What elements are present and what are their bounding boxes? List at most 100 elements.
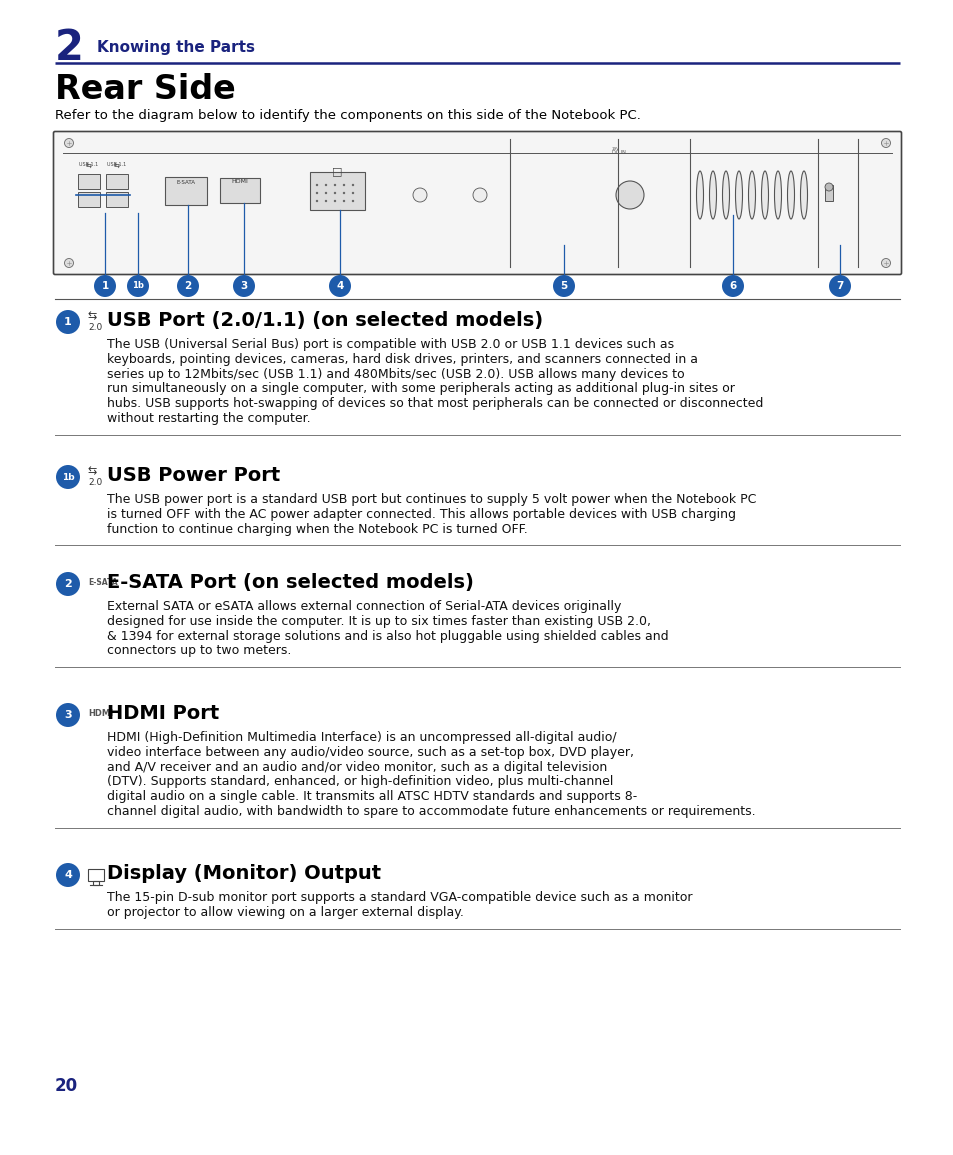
Text: hubs. USB supports hot-swapping of devices so that most peripherals can be conne: hubs. USB supports hot-swapping of devic… [107, 397, 762, 410]
Text: 1: 1 [64, 316, 71, 327]
Text: Display (Monitor) Output: Display (Monitor) Output [107, 864, 381, 884]
Circle shape [177, 275, 199, 297]
Text: The 15-pin D-sub monitor port supports a standard VGA-compatible device such as : The 15-pin D-sub monitor port supports a… [107, 891, 692, 904]
Text: E-SATA: E-SATA [176, 180, 195, 185]
Text: HDMI Port: HDMI Port [107, 705, 219, 723]
Bar [88, 869, 104, 881]
Text: □: □ [332, 166, 342, 176]
Text: ⇆: ⇆ [114, 164, 120, 170]
Circle shape [334, 192, 335, 194]
Circle shape [828, 275, 850, 297]
Text: USB Power Port: USB Power Port [107, 465, 280, 485]
Circle shape [473, 188, 486, 202]
Text: HDMI (High-Definition Multimedia Interface) is an uncompressed all-digital audio: HDMI (High-Definition Multimedia Interfa… [107, 731, 616, 744]
Text: E-SATA: E-SATA [88, 578, 117, 587]
Text: designed for use inside the computer. It is up to six times faster than existing: designed for use inside the computer. It… [107, 614, 650, 628]
Bar [106, 174, 128, 189]
Text: connectors up to two meters.: connectors up to two meters. [107, 644, 291, 657]
Text: 2.0: 2.0 [88, 478, 102, 487]
Circle shape [721, 275, 743, 297]
Circle shape [881, 139, 889, 148]
Circle shape [616, 181, 643, 209]
Ellipse shape [748, 171, 755, 219]
Bar [78, 192, 100, 207]
Text: 7: 7 [836, 281, 842, 291]
Text: without restarting the computer.: without restarting the computer. [107, 412, 311, 425]
Text: 4: 4 [336, 281, 343, 291]
Circle shape [352, 200, 354, 202]
Text: 6: 6 [729, 281, 736, 291]
Circle shape [56, 465, 80, 489]
Circle shape [413, 188, 427, 202]
Text: 1b: 1b [132, 282, 144, 291]
Text: or projector to allow viewing on a larger external display.: or projector to allow viewing on a large… [107, 906, 463, 918]
Circle shape [342, 184, 345, 186]
Text: External SATA or eSATA allows external connection of Serial-ATA devices original: External SATA or eSATA allows external c… [107, 599, 620, 613]
Circle shape [329, 275, 351, 297]
Text: 3: 3 [240, 281, 248, 291]
Bar [824, 185, 832, 201]
Text: function to continue charging when the Notebook PC is turned OFF.: function to continue charging when the N… [107, 522, 527, 536]
Ellipse shape [709, 171, 716, 219]
Circle shape [553, 275, 575, 297]
Text: channel digital audio, with bandwidth to spare to accommodate future enhancement: channel digital audio, with bandwidth to… [107, 805, 755, 818]
Text: and A/V receiver and an audio and/or video monitor, such as a digital television: and A/V receiver and an audio and/or vid… [107, 761, 607, 774]
Text: 2.0: 2.0 [88, 323, 102, 331]
Bar [92, 881, 99, 885]
Ellipse shape [774, 171, 781, 219]
FancyBboxPatch shape [53, 132, 901, 275]
Circle shape [56, 863, 80, 887]
Text: digital audio on a single cable. It transmits all ATSC HDTV standards and suppor: digital audio on a single cable. It tran… [107, 790, 637, 803]
Circle shape [56, 703, 80, 726]
Text: Rear Side: Rear Side [55, 73, 235, 106]
Text: HDMI: HDMI [88, 709, 113, 718]
Circle shape [324, 200, 327, 202]
Text: is turned OFF with the AC power adapter connected. This allows portable devices : is turned OFF with the AC power adapter … [107, 508, 735, 521]
Text: The USB power port is a standard USB port but continues to supply 5 volt power w: The USB power port is a standard USB por… [107, 493, 756, 506]
Text: 4: 4 [64, 870, 71, 880]
Circle shape [315, 192, 318, 194]
Text: 20: 20 [55, 1076, 78, 1095]
Text: HDMI: HDMI [232, 179, 248, 184]
Bar [165, 177, 207, 204]
Text: 1: 1 [101, 281, 109, 291]
Text: 2: 2 [184, 281, 192, 291]
Circle shape [352, 184, 354, 186]
Text: Knowing the Parts: Knowing the Parts [97, 40, 254, 55]
Text: (DTV). Supports standard, enhanced, or high-definition video, plus multi-channel: (DTV). Supports standard, enhanced, or h… [107, 775, 613, 789]
Text: video interface between any audio/video source, such as a set-top box, DVD playe: video interface between any audio/video … [107, 746, 634, 759]
Text: 5: 5 [559, 281, 567, 291]
Circle shape [233, 275, 254, 297]
Text: & 1394 for external storage solutions and is also hot pluggable using shielded c: & 1394 for external storage solutions an… [107, 629, 668, 642]
Text: USB 1.1: USB 1.1 [79, 162, 98, 167]
Circle shape [334, 200, 335, 202]
Circle shape [56, 310, 80, 334]
Bar [78, 174, 100, 189]
Text: DC IN: DC IN [612, 150, 625, 155]
Bar [310, 172, 365, 210]
Text: keyboards, pointing devices, cameras, hard disk drives, printers, and scanners c: keyboards, pointing devices, cameras, ha… [107, 352, 698, 366]
Ellipse shape [800, 171, 806, 219]
Circle shape [315, 200, 318, 202]
Ellipse shape [721, 171, 729, 219]
Text: 1b: 1b [62, 472, 74, 482]
Ellipse shape [760, 171, 768, 219]
Circle shape [315, 184, 318, 186]
Text: USB Port (2.0/1.1) (on selected models): USB Port (2.0/1.1) (on selected models) [107, 311, 542, 330]
Text: USB 1.1: USB 1.1 [108, 162, 127, 167]
Text: 3: 3 [64, 710, 71, 720]
Text: series up to 12Mbits/sec (USB 1.1) and 480Mbits/sec (USB 2.0). USB allows many d: series up to 12Mbits/sec (USB 1.1) and 4… [107, 367, 684, 381]
Text: The USB (Universal Serial Bus) port is compatible with USB 2.0 or USB 1.1 device: The USB (Universal Serial Bus) port is c… [107, 338, 674, 351]
Circle shape [324, 184, 327, 186]
Ellipse shape [696, 171, 702, 219]
Circle shape [127, 275, 149, 297]
Text: Refer to the diagram below to identify the components on this side of the Notebo: Refer to the diagram below to identify t… [55, 109, 640, 122]
Circle shape [352, 192, 354, 194]
Text: ⇆: ⇆ [88, 311, 97, 321]
Circle shape [824, 182, 832, 191]
Circle shape [56, 572, 80, 596]
Circle shape [65, 139, 73, 148]
Text: E-SATA Port (on selected models): E-SATA Port (on selected models) [107, 573, 474, 593]
Circle shape [334, 184, 335, 186]
Circle shape [881, 259, 889, 268]
